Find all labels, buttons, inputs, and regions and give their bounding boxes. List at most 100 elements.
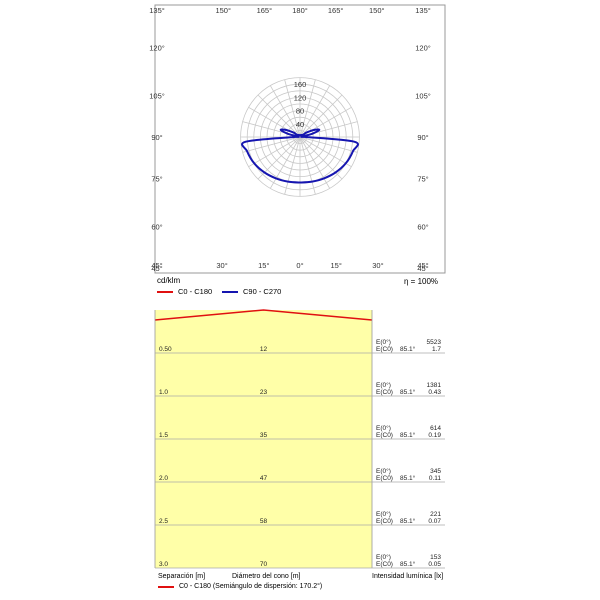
xlabel-diameter: Diámetro del cono [m]: [232, 573, 301, 580]
grid-ray: [299, 79, 316, 138]
radial-tick-label: 40: [296, 120, 304, 129]
row-e0-value: 153: [430, 554, 441, 561]
row-ec-label: E(C0): [376, 346, 393, 353]
angle-label-bottom: 30°: [372, 261, 383, 270]
grid-ray: [299, 136, 331, 189]
polar-diagram: 40 80 120 160 135° 150° 165° 180° 165° 150° 135° 45…: [149, 4, 446, 274]
row-ec-value: 1.7: [432, 346, 441, 353]
grid-ray: [248, 136, 301, 168]
angle-label-right: 120°: [415, 44, 431, 53]
grid-ray: [284, 136, 301, 195]
efficiency-label: η = 100%: [404, 277, 439, 286]
row-e0-value: 5523: [427, 339, 442, 346]
row-e0-label: E(0°): [376, 338, 391, 346]
row-ec-angle: 85.1°: [400, 431, 416, 439]
angle-label-left: 105°: [149, 91, 165, 100]
row-diameter: 70: [260, 561, 268, 568]
row-e0-label: E(0°): [376, 381, 391, 389]
grid-ray: [299, 136, 316, 195]
angle-label-bottom: 15°: [258, 261, 269, 270]
xlabel-separation: Separación [m]: [158, 573, 206, 580]
angle-label-top: 165°: [328, 6, 344, 15]
grid-ray: [242, 136, 301, 153]
cone-legend-swatch: [158, 585, 174, 588]
row-ec-value: 0.43: [428, 389, 441, 396]
row-ec-label: E(C0): [376, 432, 393, 439]
row-e0-value: 345: [430, 468, 441, 475]
angle-label-left: 45°: [151, 264, 162, 273]
unit-label: cd/klm: [157, 276, 181, 285]
angle-label-bottom: 0°: [296, 261, 303, 270]
grid-ray: [257, 94, 301, 138]
cone-legend: C0 - C180 (Semiángulo de dispersión: 170…: [158, 583, 322, 590]
angle-label-bottom: 45°: [151, 261, 162, 270]
row-diameter: 12: [260, 346, 268, 353]
row-ec-label: E(C0): [376, 389, 393, 396]
row-separation: 1.0: [159, 389, 168, 396]
cone-diagram: 0.50 12 E(0°) 5523 E(C0) 85.1° 1.7 1.0 23 E(0°) 13…: [154, 309, 445, 569]
row-ec-angle: 85.1°: [400, 345, 416, 353]
grid-ray: [299, 136, 358, 153]
angle-label-bottom: 15°: [331, 261, 342, 270]
angle-label-bottom: 30°: [216, 261, 227, 270]
radial-tick-label: 80: [296, 107, 304, 116]
row-ec-angle: 85.1°: [400, 560, 416, 568]
angle-label-right: 90°: [417, 133, 428, 142]
row-e0-value: 221: [430, 511, 441, 518]
grid-ray: [299, 85, 331, 138]
angle-label-bottom: 45°: [417, 261, 428, 270]
row-diameter: 58: [260, 518, 268, 525]
row-e0-label: E(0°): [376, 467, 391, 475]
row-e0-label: E(0°): [376, 510, 391, 518]
row-e0-label: E(0°): [376, 553, 391, 561]
legend-swatch-c90: [222, 290, 238, 293]
grid-ray: [299, 136, 352, 168]
row-separation: 2.0: [159, 475, 168, 482]
row-diameter: 35: [260, 432, 268, 439]
row-ec-angle: 85.1°: [400, 474, 416, 482]
angle-label-top: 135°: [415, 6, 431, 15]
row-ec-value: 0.05: [428, 561, 441, 568]
angle-label-left: 60°: [151, 222, 162, 231]
angle-label-right: 60°: [417, 222, 428, 231]
angle-label-right: 75°: [417, 175, 428, 184]
angle-label-left: 120°: [149, 44, 165, 53]
cone-spread-line: [154, 309, 373, 321]
radial-tick-label: 120: [294, 93, 307, 102]
row-ec-value: 0.19: [428, 432, 441, 439]
angle-label-top: 135°: [149, 6, 165, 15]
row-separation: 3.0: [159, 561, 168, 568]
angle-label-top: 150°: [369, 6, 385, 15]
row-ec-angle: 85.1°: [400, 517, 416, 525]
angle-label-left: 90°: [151, 133, 162, 142]
row-e0-value: 1381: [427, 382, 442, 389]
row-diameter: 47: [260, 475, 268, 482]
grid-ray: [284, 79, 301, 138]
xlabel-intensity: Intensidad lumínica [lx]: [372, 573, 444, 580]
row-ec-value: 0.11: [429, 475, 442, 482]
grid-ray: [269, 85, 301, 138]
legend-c0-c180: C0 - C180: [157, 287, 212, 296]
series-curve-c90-c270: [241, 128, 359, 184]
polar-labels: 40 80 120 160 135° 150° 165° 180° 165° 150° 135° 45…: [149, 6, 431, 273]
angle-label-top: 150°: [215, 6, 231, 15]
grid-ray: [269, 136, 301, 189]
legend-swatch-c0: [157, 290, 173, 293]
legend-c90-c270: C90 - C270: [222, 287, 281, 296]
angle-label-top: 180°: [292, 6, 308, 15]
row-separation: 2.5: [159, 518, 168, 525]
angle-label-top: 165°: [257, 6, 273, 15]
angle-label-right: 105°: [415, 91, 431, 100]
row-separation: 1.5: [159, 432, 168, 439]
angle-label-left: 75°: [151, 175, 162, 184]
row-ec-angle: 85.1°: [400, 388, 416, 396]
row-diameter: 23: [260, 389, 268, 396]
row-e0-label: E(0°): [376, 424, 391, 432]
row-separation: 0.50: [159, 346, 172, 353]
row-e0-value: 614: [430, 425, 441, 432]
angle-label-right: 45°: [417, 264, 428, 273]
legend-label-c90: C90 - C270: [243, 287, 282, 296]
radial-tick-label: 160: [294, 80, 307, 89]
grid-ray: [299, 94, 343, 138]
row-ec-label: E(C0): [376, 475, 393, 482]
